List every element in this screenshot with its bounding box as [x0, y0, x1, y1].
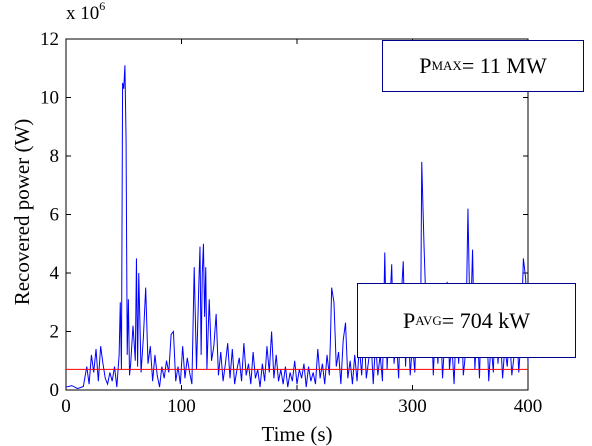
- max-power-subscript: MAX: [431, 58, 462, 73]
- y-axis-label: Recovered power (W): [10, 119, 34, 306]
- x-tick-label: 100: [167, 396, 196, 417]
- plot-area: 0 2 4 6 8 10 12 0 100 200 300 400: [40, 29, 542, 417]
- y-axis-ticks: 0 2 4 6 8 10 12: [40, 29, 528, 401]
- x-tick-label: 300: [398, 396, 427, 417]
- y-tick-label: 4: [50, 263, 60, 284]
- x-tick-label: 400: [514, 396, 543, 417]
- avg-power-symbol: P: [403, 307, 416, 333]
- y-scale-label: x 106: [66, 0, 105, 24]
- y-tick-label: 2: [50, 322, 60, 343]
- x-tick-label: 200: [283, 396, 312, 417]
- y-tick-label: 6: [50, 205, 60, 226]
- y-tick-label: 12: [40, 29, 59, 50]
- y-tick-label: 8: [50, 146, 60, 167]
- y-tick-label: 10: [40, 88, 59, 109]
- max-power-annotation: P MAX = 11 MW: [382, 40, 584, 92]
- max-power-value: = 11 MW: [461, 53, 547, 78]
- avg-power-subscript: AVG: [415, 312, 442, 328]
- max-power-symbol: P: [419, 53, 432, 78]
- avg-power-value: = 704 kW: [441, 307, 530, 333]
- x-axis-label: Time (s): [262, 422, 333, 446]
- avg-power-annotation: P AVG = 704 kW: [357, 283, 576, 358]
- x-tick-label: 0: [61, 396, 71, 417]
- y-tick-label: 0: [50, 380, 60, 401]
- x-axis-ticks: 0 100 200 300 400: [61, 39, 542, 417]
